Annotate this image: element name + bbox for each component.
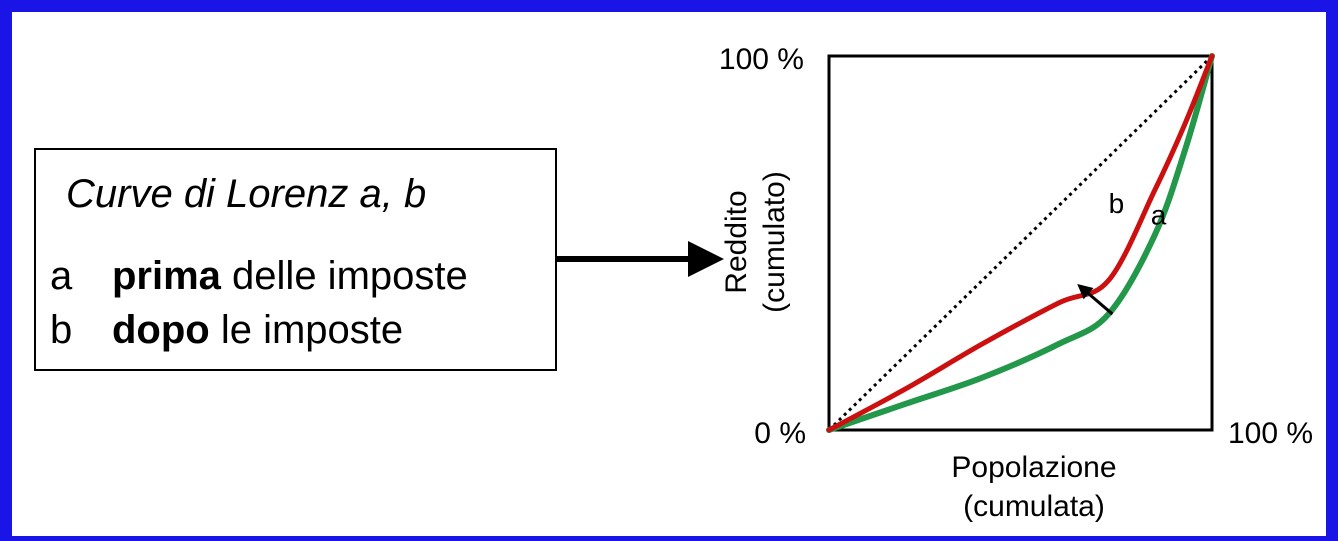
y-axis-label-line2: (cumulato) xyxy=(758,171,791,313)
legend-title: Curve di Lorenz a, b xyxy=(66,172,427,216)
x-axis-label-line1: Popolazione xyxy=(951,451,1116,484)
legend-box: Curve di Lorenz a, b a prima delle impost… xyxy=(34,148,557,371)
x-axis-label-line2: (cumulata) xyxy=(963,490,1105,523)
plot-frame xyxy=(827,54,1214,432)
equality-line xyxy=(827,54,1214,432)
y-axis-label-line1: Reddito xyxy=(720,190,753,293)
legend-rest-a: delle imposte xyxy=(220,254,468,298)
curve-a xyxy=(826,53,1215,433)
legend-item-a: a prima delle imposte xyxy=(50,254,468,299)
curve-label-a: a xyxy=(1151,199,1167,230)
y-tick-bottom: 0 % xyxy=(754,417,806,450)
legend-bold-b: dopo xyxy=(112,308,210,352)
legend-key-a: a xyxy=(50,254,73,298)
y-tick-top: 100 % xyxy=(719,43,804,76)
curve-label-b: b xyxy=(1109,188,1125,219)
legend-item-b: b dopo le imposte xyxy=(50,308,403,353)
legend-bold-a: prima xyxy=(112,254,221,298)
x-tick-right: 100 % xyxy=(1228,417,1313,450)
legend-key-b: b xyxy=(50,308,73,352)
legend-rest-b: le imposte xyxy=(209,308,404,352)
shift-arrow xyxy=(1077,283,1114,316)
